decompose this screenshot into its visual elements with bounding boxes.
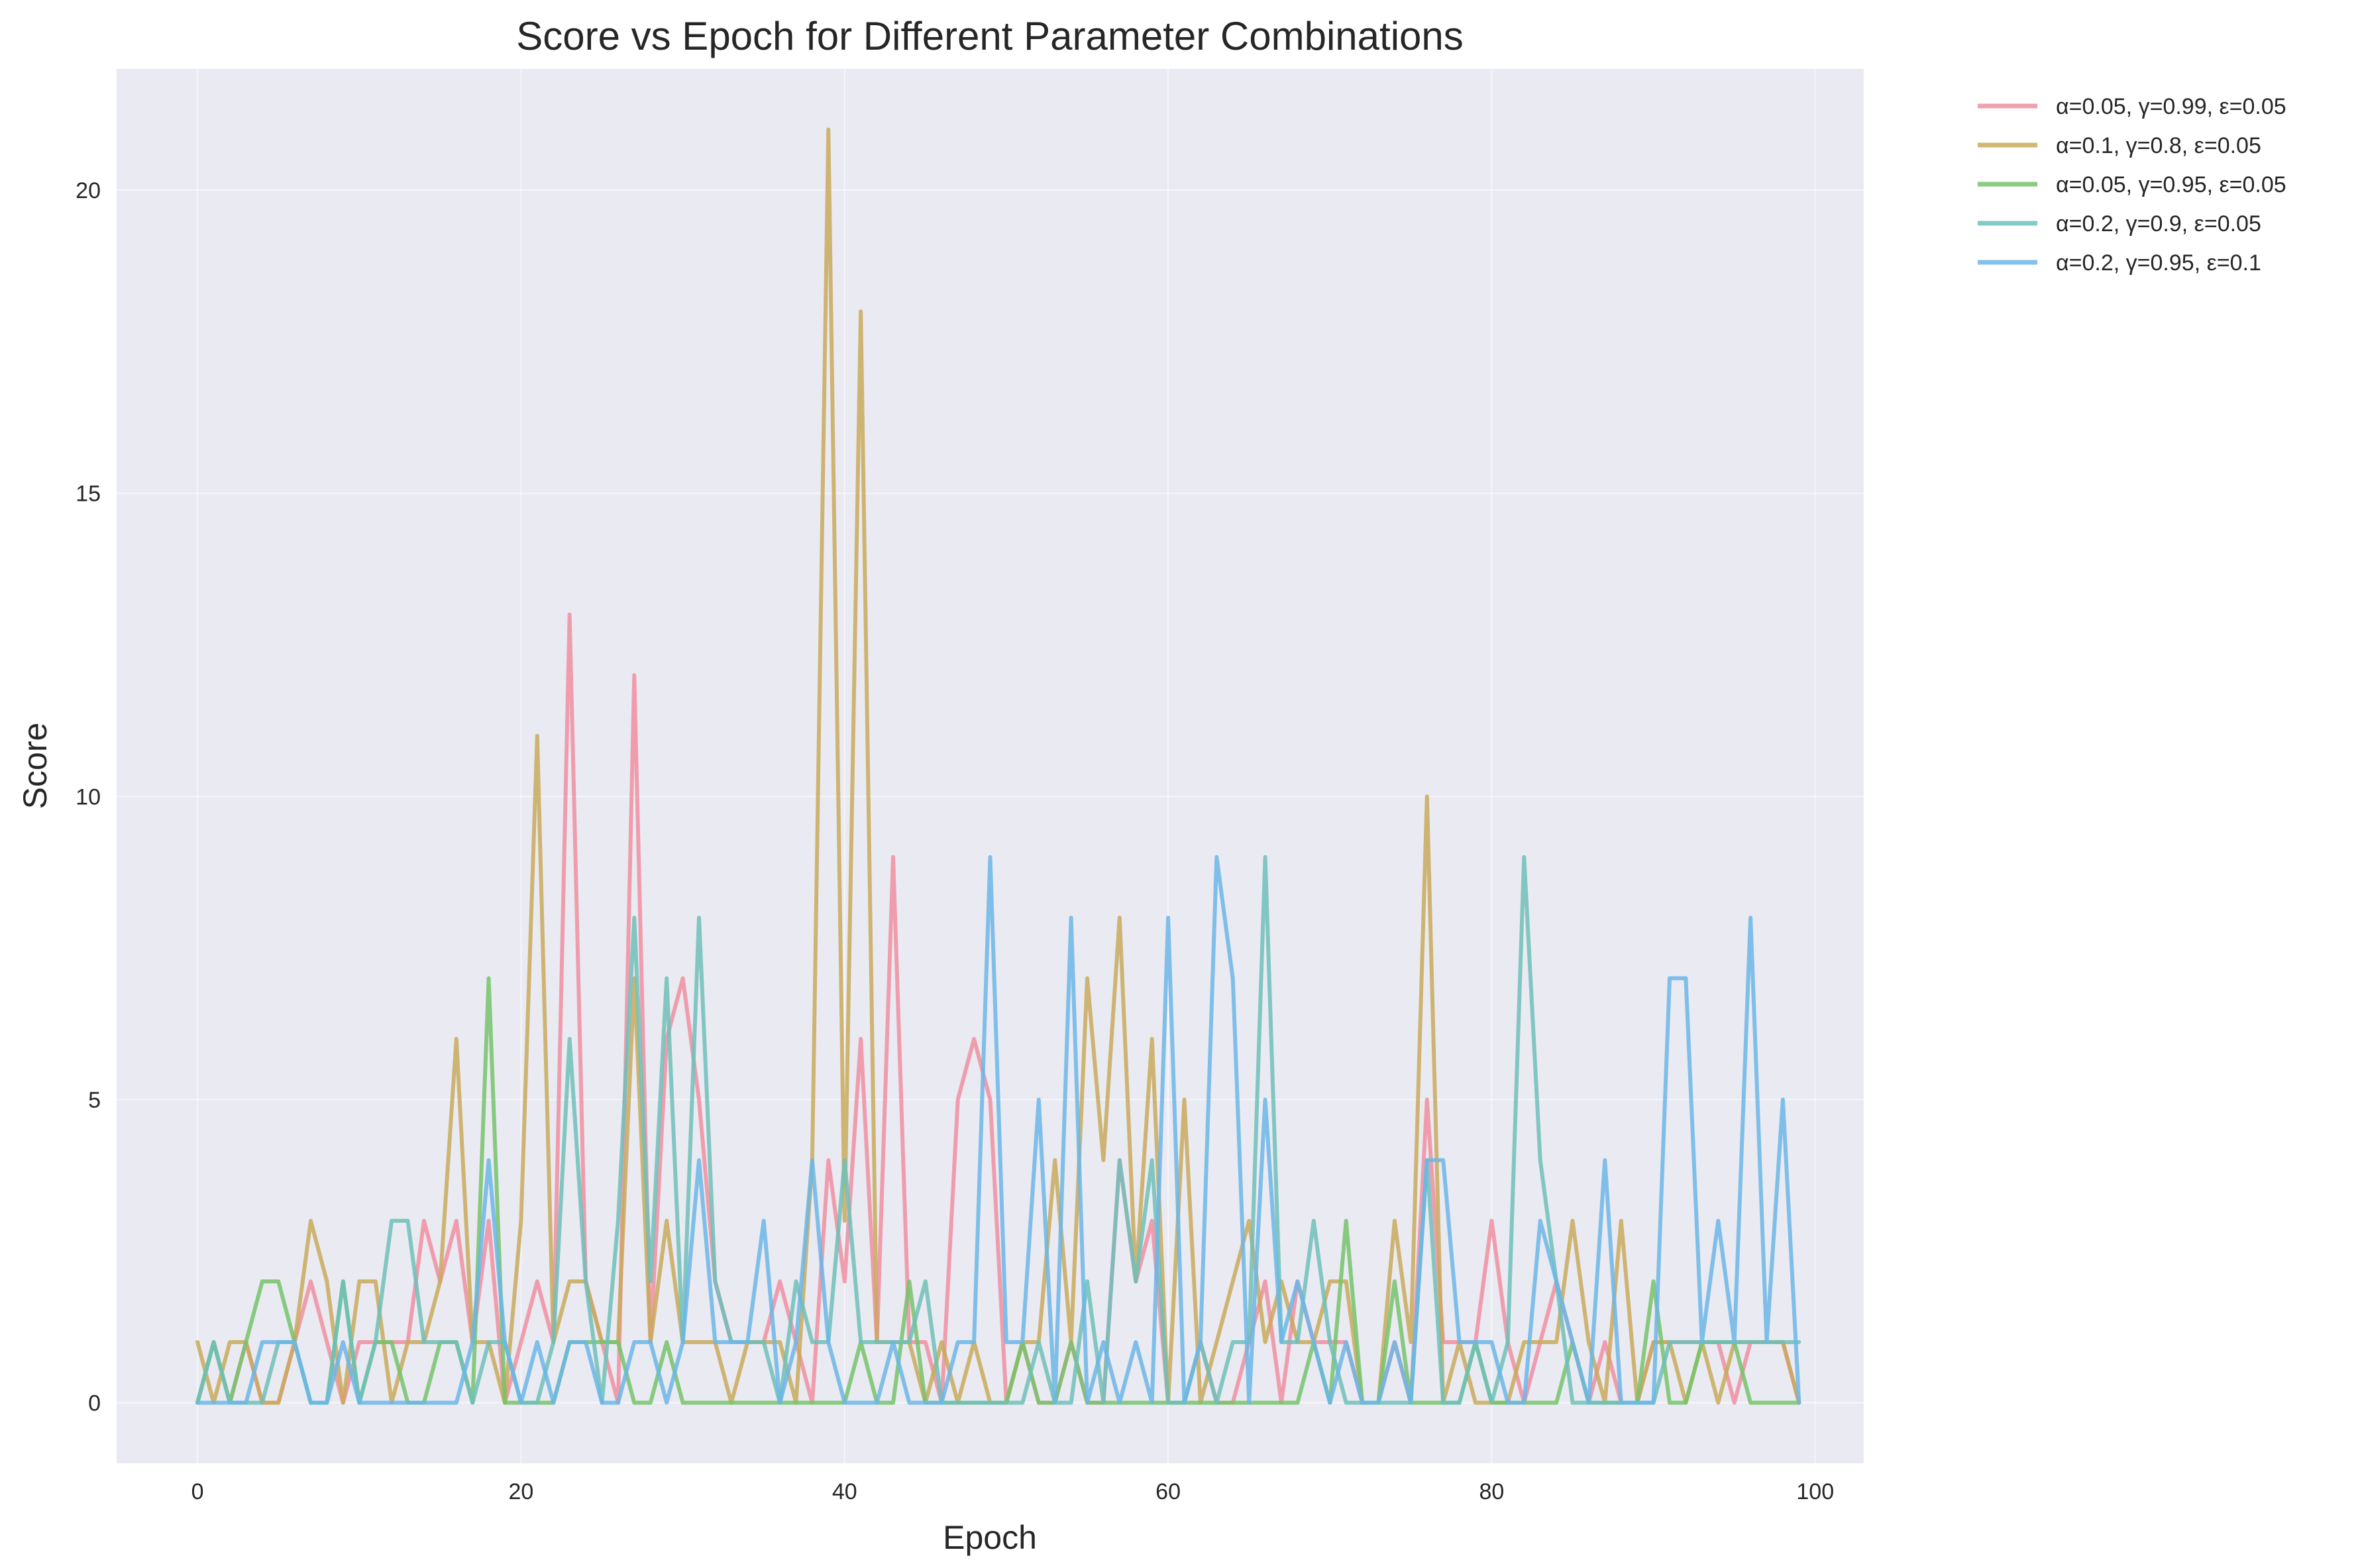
x-tick-label: 80 [1479, 1479, 1505, 1504]
legend: α=0.05, γ=0.99, ε=0.05 α=0.1, γ=0.8, ε=0.… [1978, 94, 2286, 276]
grid-lines [117, 69, 1864, 1463]
y-axis-ticks: 0 5 10 15 20 [76, 178, 101, 1416]
x-tick-label: 60 [1155, 1479, 1181, 1504]
series-line-5 [195, 855, 1801, 1405]
chart-title: Score vs Epoch for Different Parameter C… [516, 14, 1464, 58]
x-tick-label: 40 [832, 1479, 857, 1504]
x-tick-label: 100 [1796, 1479, 1834, 1504]
plot-area [117, 69, 1864, 1463]
y-tick-label: 15 [76, 482, 101, 507]
y-axis-label: Score [17, 723, 54, 810]
y-tick-label: 5 [88, 1088, 101, 1113]
legend-label: α=0.1, γ=0.8, ε=0.05 [2056, 133, 2261, 158]
legend-label: α=0.05, γ=0.95, ε=0.05 [2056, 172, 2286, 197]
x-axis-ticks: 0 20 40 60 80 100 [191, 1479, 1834, 1504]
legend-label: α=0.2, γ=0.9, ε=0.05 [2056, 211, 2261, 236]
x-tick-label: 20 [509, 1479, 534, 1504]
y-tick-label: 0 [88, 1390, 101, 1416]
y-tick-label: 20 [76, 178, 101, 203]
legend-label: α=0.05, γ=0.99, ε=0.05 [2056, 94, 2286, 119]
series-line-1 [195, 612, 1801, 1405]
legend-label: α=0.2, γ=0.95, ε=0.1 [2056, 250, 2261, 276]
x-axis-label: Epoch [943, 1519, 1037, 1556]
y-tick-label: 10 [76, 784, 101, 810]
x-tick-label: 0 [191, 1479, 204, 1504]
series-lines [195, 127, 1801, 1405]
